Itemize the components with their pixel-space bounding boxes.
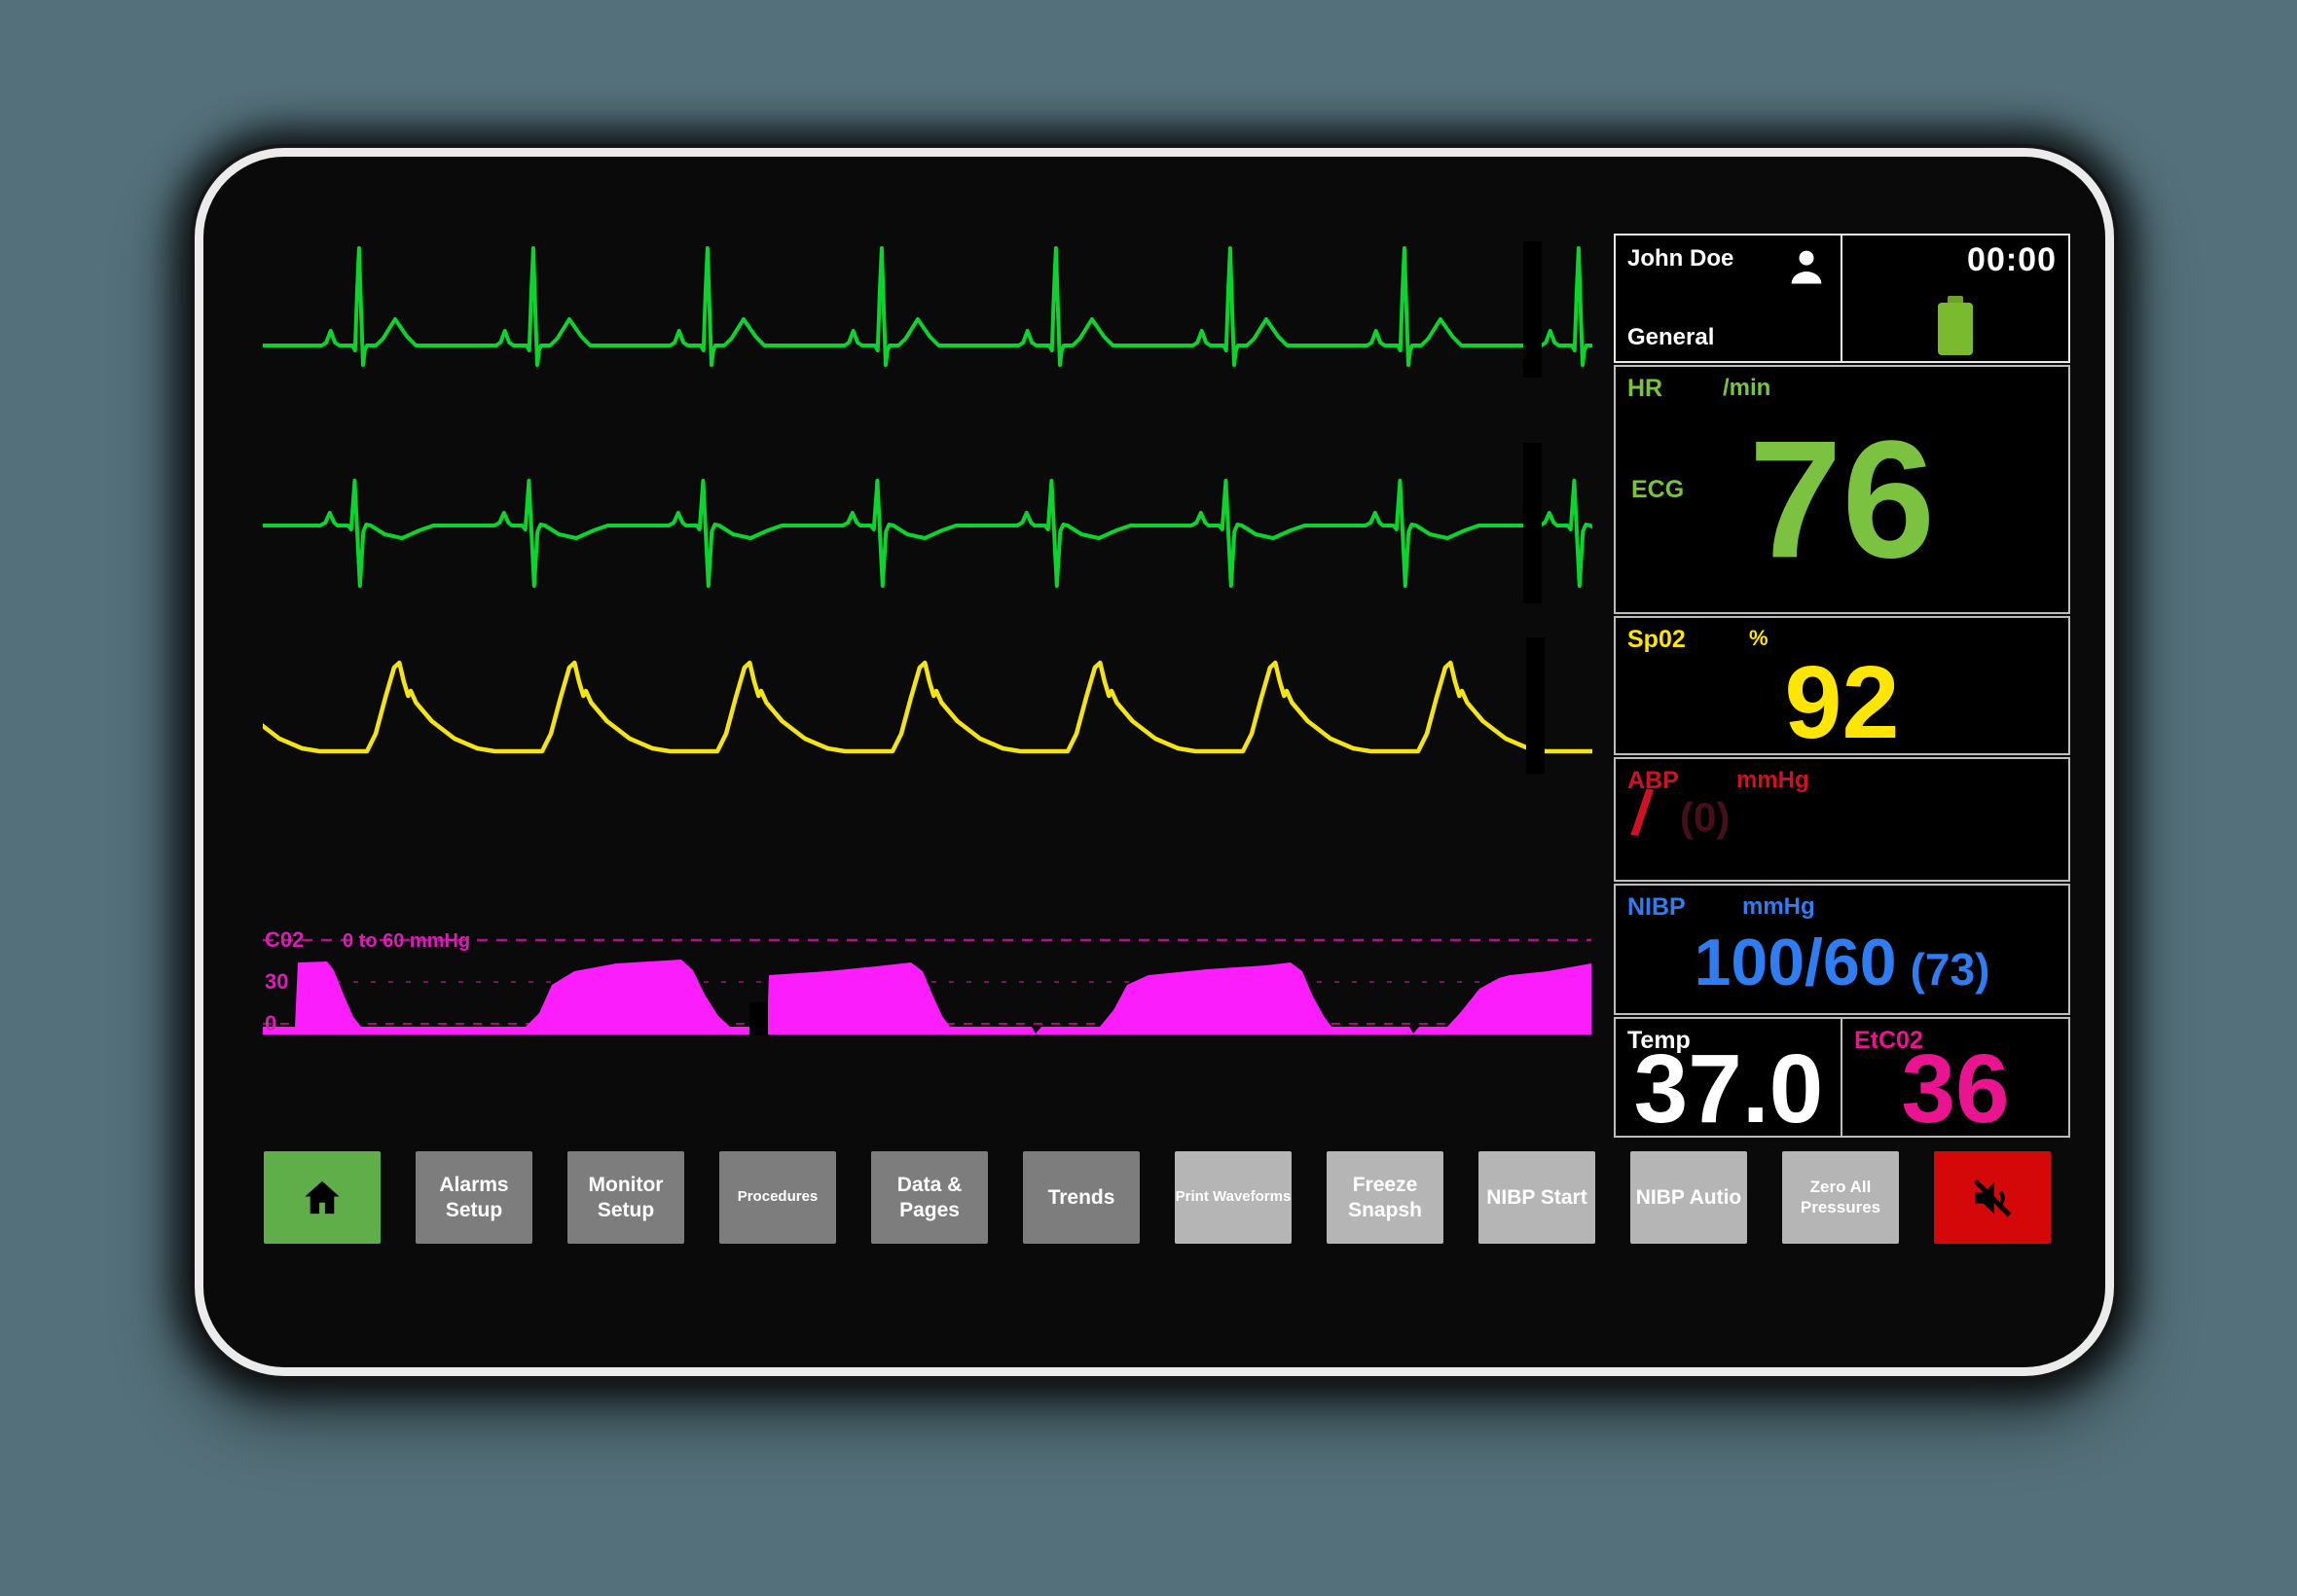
co2-tick-0: 0 (265, 1011, 277, 1035)
etco2-panel[interactable]: EtC02 36 (1841, 1017, 2070, 1138)
toolbar-button-label: Alarms Setup (439, 1173, 509, 1221)
hr-label: HR (1627, 375, 1663, 402)
sweep-gap-2 (1526, 637, 1545, 774)
mute-icon (1973, 1179, 2012, 1216)
co2-capnogram (263, 960, 1591, 1034)
toolbar-button-label: Print Waveforms (1175, 1188, 1292, 1206)
temp-panel[interactable]: Temp 37.0 (1614, 1017, 1843, 1138)
toolbar-button-label: NIBP Start (1486, 1185, 1587, 1209)
spo2-unit: % (1749, 626, 1768, 650)
toolbar-button-freeze-snapsh[interactable]: Freeze Snapsh (1327, 1151, 1443, 1244)
spo2-label: Sp02 (1627, 626, 1686, 653)
toolbar-button-alarm-mute[interactable] (1934, 1151, 2051, 1244)
toolbar-button-print-waveforms[interactable]: Print Waveforms (1175, 1151, 1292, 1244)
waveform-display (263, 241, 1592, 1035)
patient-name: John Doe (1627, 245, 1734, 272)
toolbar-button-alarms-setup[interactable]: Alarms Setup (416, 1151, 532, 1244)
patient-info-panel[interactable]: John Doe General (1614, 234, 1843, 363)
pleth-trace (263, 660, 1592, 754)
home-icon (305, 1180, 340, 1214)
nibp-panel[interactable]: NIBP mmHg 100/60 (73) (1614, 884, 2070, 1015)
nibp-mean-value: (73) (1910, 944, 1990, 995)
nibp-value: 100/60 (1694, 925, 1897, 999)
battery-full-icon (1937, 296, 1974, 355)
etco2-value: 36 (1901, 1034, 2010, 1143)
toolbar-button-nibp-autio[interactable]: NIBP Autio (1630, 1151, 1747, 1244)
hr-unit: /min (1723, 375, 1771, 401)
spo2-value: 92 (1784, 645, 1900, 760)
sweep-gap-0 (1523, 241, 1542, 378)
elapsed-time: 00:00 (1967, 241, 2057, 278)
temp-label: Temp (1627, 1027, 1691, 1054)
ecg-lead2-trace (263, 479, 1592, 588)
toolbar: Alarms Setup Monitor Setup Procedures Data … (264, 1151, 2051, 1244)
sweep-gap-3 (749, 1002, 768, 1035)
co2-tick-30: 30 (265, 969, 289, 994)
clock-battery-panel: 00:00 (1841, 234, 2070, 363)
toolbar-button-procedures[interactable]: Procedures (719, 1151, 836, 1244)
toolbar-button-nibp-start[interactable]: NIBP Start (1478, 1151, 1595, 1244)
sweep-gap-1 (1523, 443, 1542, 603)
hr-panel[interactable]: HR /min ECG 76 (1614, 365, 2070, 614)
nibp-label: NIBP (1627, 893, 1686, 921)
toolbar-button-label: Procedures (737, 1188, 819, 1206)
toolbar-button-data-pages[interactable]: Data & Pages (871, 1151, 988, 1244)
abp-value-mean: (0) (1680, 794, 1731, 840)
toolbar-button-label: Zero All Pressures (1800, 1177, 1881, 1216)
abp-label: ABP (1627, 767, 1679, 794)
patient-mode: General (1627, 324, 1715, 350)
toolbar-button-label: Monitor Setup (588, 1173, 664, 1221)
toolbar-button-label: NIBP Autio (1635, 1185, 1742, 1209)
abp-panel[interactable]: ABP mmHg / (0) (1614, 757, 2070, 882)
toolbar-button-label: Data & Pages (896, 1173, 963, 1221)
abp-unit: mmHg (1736, 767, 1809, 793)
toolbar-button-trends[interactable]: Trends (1023, 1151, 1140, 1244)
nibp-value-row: 100/60 (73) (1616, 925, 2068, 1000)
toolbar-button-monitor-setup[interactable]: Monitor Setup (567, 1151, 684, 1244)
hr-value: 76 (1748, 406, 1936, 594)
hr-source-label: ECG (1631, 476, 1685, 503)
toolbar-button-zero-all-pressures[interactable]: Zero All Pressures (1782, 1151, 1899, 1244)
temp-value: 37.0 (1633, 1034, 1824, 1143)
co2-scale-range: 0 to 60 mmHg (343, 930, 471, 952)
ecg-lead1-trace (263, 246, 1592, 367)
toolbar-button-home[interactable] (264, 1151, 381, 1244)
co2-scale-label: C02 (265, 927, 305, 952)
toolbar-button-label: Trends (1047, 1185, 1115, 1209)
spo2-panel[interactable]: Sp02 % 92 (1614, 616, 2070, 755)
toolbar-button-label: Freeze Snapsh (1348, 1173, 1422, 1221)
etco2-label: EtC02 (1854, 1027, 1923, 1054)
person-icon (1791, 250, 1822, 284)
nibp-unit: mmHg (1742, 893, 1815, 920)
